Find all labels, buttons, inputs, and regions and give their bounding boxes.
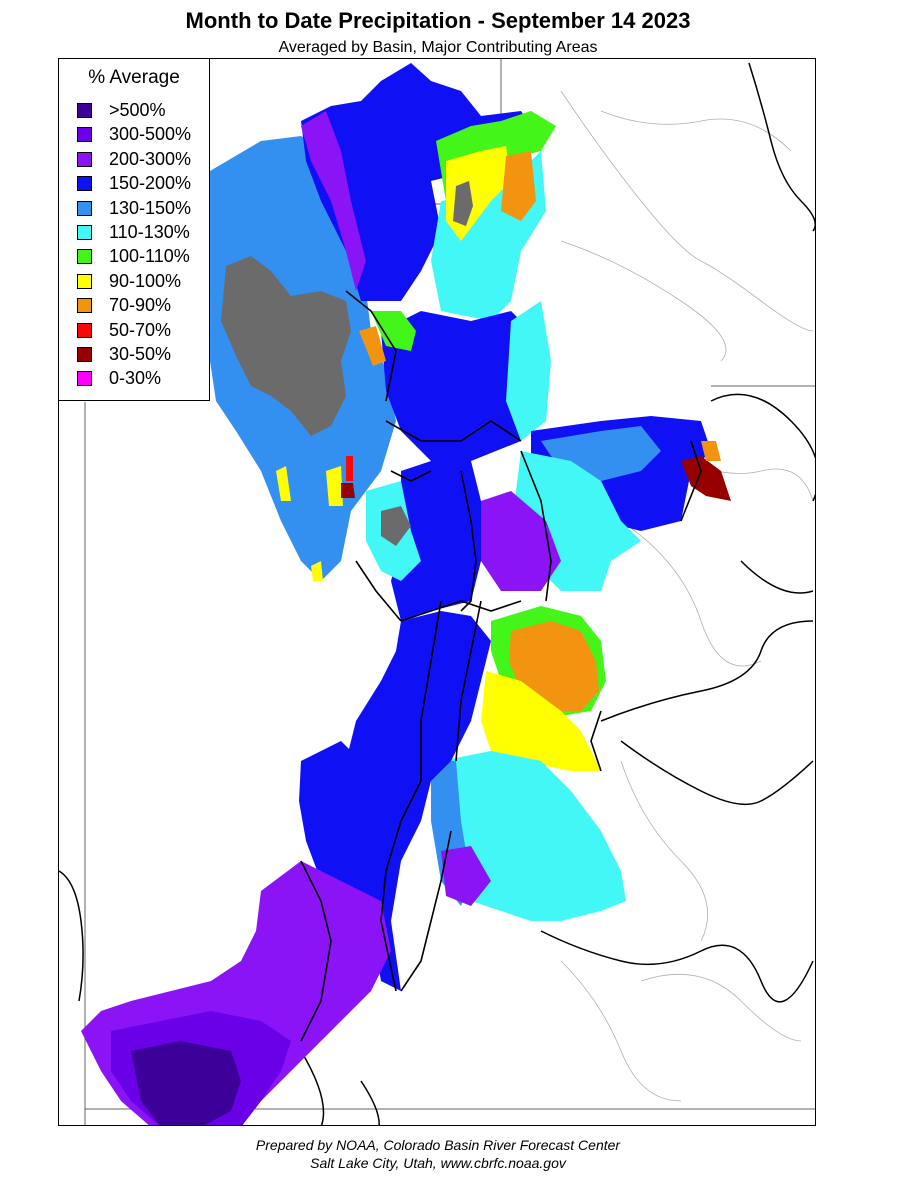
boundary-5: [380, 780, 422, 992]
map-subtitle: Averaged by Basin, Major Contributing Ar…: [278, 39, 598, 56]
outline-east-2: [620, 740, 814, 806]
legend-label: 90-100%: [109, 270, 182, 291]
lakes: [221, 256, 351, 436]
outline-east-3: [540, 930, 814, 1003]
boundary-1: [385, 420, 522, 442]
boundary-11: [590, 710, 602, 772]
legend-label: 110-130%: [109, 222, 190, 242]
region-dolores-70: [509, 621, 599, 711]
legend-swatch: [77, 176, 92, 192]
outline-sw-2: [300, 1050, 325, 1125]
boundary-6: [455, 600, 482, 762]
region-green-100b: [371, 311, 416, 351]
basin-outlines: [59, 62, 815, 1125]
legend-swatch: [77, 200, 92, 216]
legend-label: 130-150%: [109, 197, 192, 218]
west-yellow-3: [311, 561, 323, 581]
boundary-8: [300, 860, 332, 1042]
legend-swatch: [77, 225, 92, 240]
legend-label: >500%: [109, 100, 166, 120]
region-south-500: [131, 1041, 241, 1125]
west-yellow-patches: [276, 466, 343, 581]
internal-boundaries: [300, 290, 702, 1042]
boundary-2: [460, 470, 477, 612]
region-yampa: [506, 301, 551, 441]
boundary-4: [420, 600, 442, 781]
region-middle-green: [381, 311, 546, 461]
region-east-70: [701, 441, 721, 461]
boundary-13: [390, 470, 432, 482]
outline-sw-1: [59, 870, 84, 1002]
legend-label: 70-90%: [109, 295, 172, 316]
map-title: Month to Date Precipitation - September …: [185, 8, 691, 33]
legend-swatch: [77, 371, 92, 387]
legend-label: 0-30%: [109, 368, 162, 389]
legend: % Average >500% 300-500% 200-300% 150-200% 1…: [58, 58, 210, 401]
footer-location: Salt Lake City, Utah, www.cbrfc.noaa.gov: [310, 1155, 566, 1171]
boundary-3: [400, 600, 522, 622]
river-8: [640, 973, 802, 1042]
legend-swatch: [77, 298, 92, 314]
outline-east-1: [600, 620, 814, 722]
map-frame[interactable]: [58, 58, 816, 1126]
region-san-juan-90: [481, 671, 601, 771]
boundary-14: [345, 290, 397, 402]
outline-east-5: [740, 560, 814, 594]
legend-swatch: [77, 273, 92, 289]
river-1: [560, 90, 814, 332]
region-green-70b: [359, 326, 386, 366]
legend-label: 50-70%: [109, 319, 172, 340]
river-6: [560, 960, 682, 1102]
great-salt-lake: [221, 256, 351, 436]
boundary-7: [400, 830, 452, 992]
region-green-west-200: [301, 111, 366, 291]
rivers: [560, 90, 814, 1102]
river-2: [560, 240, 727, 362]
region-south-200: [441, 846, 491, 906]
west-yellow-1: [276, 466, 291, 501]
legend-title: % Average: [88, 67, 180, 88]
legend-swatch: [77, 347, 92, 362]
legend-label: 200-300%: [109, 148, 192, 169]
boundary-12: [520, 450, 552, 602]
outline-sw-3: [360, 1080, 380, 1125]
west-darkred-1: [341, 483, 355, 498]
footer-prepared-by: Prepared by NOAA, Colorado Basin River F…: [255, 1137, 621, 1153]
boundary-9: [680, 440, 702, 522]
river-5: [620, 760, 708, 942]
legend-label: 30-50%: [109, 344, 172, 364]
region-central: [391, 461, 481, 621]
region-gunnison-200: [481, 491, 561, 591]
legend-swatch: [77, 151, 92, 167]
west-yellow-2: [326, 466, 343, 506]
legend-label: 100-110%: [109, 246, 190, 267]
outline-east-4: [710, 393, 815, 502]
lake-central: [381, 506, 411, 546]
legend-swatch: [77, 249, 92, 265]
river-3: [600, 110, 792, 152]
legend-label: 300-500%: [109, 124, 192, 145]
boundary-10: [355, 560, 402, 622]
legend-swatch: [77, 103, 92, 118]
west-red-patches: [341, 456, 355, 498]
legend-label: 150-200%: [109, 173, 192, 194]
region-virgin-150: [299, 741, 391, 931]
outline-ne: [748, 62, 815, 232]
lake-upper-green: [453, 181, 473, 226]
legend-swatch: [77, 322, 92, 338]
river-4: [620, 520, 762, 667]
region-green-70: [501, 151, 536, 221]
west-red-1: [346, 456, 353, 481]
basin-map: [59, 59, 815, 1125]
region-east-30: [681, 456, 731, 501]
legend-swatch: [77, 127, 92, 143]
